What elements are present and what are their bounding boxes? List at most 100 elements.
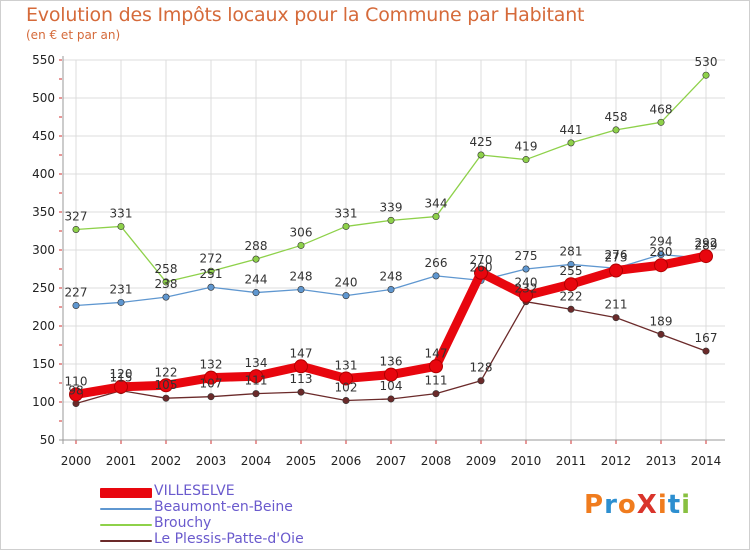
data-point xyxy=(162,293,170,301)
data-labels: 98 115 105 107 111 113 102 104 111 128 232 222 211 18… xyxy=(65,55,718,397)
data-label: 238 xyxy=(155,277,178,291)
data-label: 288 xyxy=(245,239,268,253)
data-point xyxy=(207,393,215,401)
data-point xyxy=(387,216,395,224)
data-label: 122 xyxy=(155,365,178,379)
data-point xyxy=(432,272,440,280)
y-tick-label: 350 xyxy=(32,205,55,219)
data-point xyxy=(699,249,713,264)
chart-subtitle: (en € et par an) xyxy=(26,28,121,42)
data-label: 276 xyxy=(605,248,628,262)
data-point xyxy=(474,265,488,280)
data-point xyxy=(342,292,350,300)
grid-lines xyxy=(63,59,725,441)
tick-labels: 50 100 150 200 250 300 350 400 450 500 550 2000 2001… xyxy=(32,53,721,468)
data-point xyxy=(384,367,398,382)
data-point xyxy=(114,379,128,394)
y-tick-label: 400 xyxy=(32,167,55,181)
data-point xyxy=(387,286,395,294)
data-point xyxy=(117,298,125,306)
data-point xyxy=(702,347,710,355)
legend-swatch xyxy=(100,540,152,542)
data-point xyxy=(294,359,308,374)
data-label: 248 xyxy=(380,270,403,284)
data-label: 272 xyxy=(200,251,223,265)
data-label: 289 xyxy=(695,238,718,252)
data-point xyxy=(702,71,710,79)
data-point xyxy=(567,305,575,313)
data-label: 292 xyxy=(695,236,718,250)
series-lines xyxy=(69,71,713,408)
y-tick-label: 200 xyxy=(32,319,55,333)
x-tick-label: 2005 xyxy=(286,454,317,468)
legend-label: VILLESELVE xyxy=(154,483,235,499)
proxiti-logo: ProXiti xyxy=(584,490,691,520)
y-tick-label: 500 xyxy=(32,91,55,105)
data-point xyxy=(159,378,173,393)
data-label: 339 xyxy=(380,200,403,214)
data-label: 240 xyxy=(515,276,538,290)
data-point xyxy=(477,377,485,385)
data-label: 530 xyxy=(695,55,718,69)
data-label: 132 xyxy=(200,358,223,372)
data-label: 273 xyxy=(605,251,628,265)
data-point xyxy=(567,260,575,268)
data-label: 260 xyxy=(470,260,493,274)
data-point xyxy=(432,213,440,221)
logo-letter: t xyxy=(667,490,682,520)
x-tick-label: 2009 xyxy=(466,454,497,468)
logo-letter: X xyxy=(636,490,658,520)
x-tick-label: 2011 xyxy=(556,454,587,468)
data-point xyxy=(297,286,305,294)
data-label: 468 xyxy=(650,102,673,116)
x-tick-label: 2012 xyxy=(601,454,632,468)
chart-title: Evolution des Impôts locaux pour la Comm… xyxy=(26,4,585,26)
data-point xyxy=(657,251,665,259)
data-label: 258 xyxy=(155,262,178,276)
logo-letter: i xyxy=(681,490,692,520)
data-point xyxy=(654,258,668,273)
data-point xyxy=(432,390,440,398)
data-label: 270 xyxy=(470,253,493,267)
data-point xyxy=(342,222,350,230)
x-tick-label: 2003 xyxy=(196,454,227,468)
x-tick-label: 2010 xyxy=(511,454,542,468)
data-label: 113 xyxy=(290,372,313,386)
x-tick-label: 2004 xyxy=(241,454,272,468)
data-label: 189 xyxy=(650,314,673,328)
y-tick-label: 300 xyxy=(32,243,55,257)
data-label: 128 xyxy=(470,361,493,375)
logo-letter: i xyxy=(657,490,668,520)
x-tick-label: 2000 xyxy=(61,454,92,468)
data-label: 134 xyxy=(245,356,268,370)
x-tick-label: 2002 xyxy=(151,454,182,468)
data-label: 327 xyxy=(65,209,88,223)
data-label: 107 xyxy=(200,377,223,391)
data-label: 419 xyxy=(515,140,538,154)
data-point xyxy=(522,265,530,273)
data-point xyxy=(69,387,83,402)
data-point xyxy=(297,241,305,249)
data-point xyxy=(72,301,80,309)
data-point xyxy=(207,267,215,275)
data-point xyxy=(297,388,305,396)
legend-label: Brouchy xyxy=(154,515,212,531)
data-point xyxy=(204,370,218,385)
data-label: 251 xyxy=(200,267,223,281)
y-tick-label: 550 xyxy=(32,53,55,67)
data-label: 232 xyxy=(515,282,538,296)
data-label: 281 xyxy=(560,244,583,258)
data-label: 227 xyxy=(65,285,88,299)
data-point xyxy=(252,289,260,297)
data-label: 266 xyxy=(425,256,448,270)
data-point xyxy=(612,314,620,322)
data-label: 244 xyxy=(245,273,268,287)
data-label: 111 xyxy=(425,374,448,388)
data-point xyxy=(162,394,170,402)
data-point xyxy=(429,359,443,374)
logo-letter: r xyxy=(604,490,618,520)
data-label: 280 xyxy=(650,245,673,259)
data-label: 147 xyxy=(290,346,313,360)
y-tick-label: 100 xyxy=(32,395,55,409)
data-label: 120 xyxy=(110,367,133,381)
